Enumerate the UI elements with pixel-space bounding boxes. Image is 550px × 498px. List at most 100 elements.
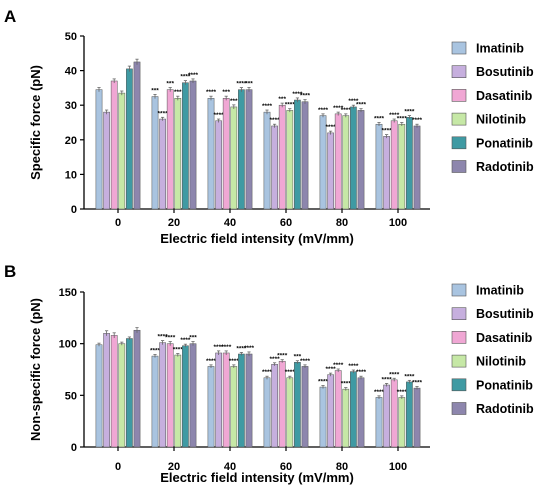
x-tick-label: 80	[336, 217, 348, 229]
bar-imatinib-100	[375, 123, 383, 210]
bar-radotinib-40	[245, 89, 253, 210]
bar-nilotinib-60	[286, 110, 294, 210]
legend-label-imatinib: Imatinib	[476, 284, 524, 298]
bar-radotinib-100	[413, 125, 421, 210]
panel-letter: B	[4, 262, 16, 281]
x-tick-label: 80	[336, 461, 348, 473]
legend-swatch-bosutinib	[451, 307, 467, 321]
significance-label: ****	[158, 110, 169, 117]
y-tick-label: 20	[65, 135, 77, 147]
y-tick-label: 40	[65, 66, 77, 78]
significance-label: ***	[245, 81, 253, 88]
legend-label-radotinib: Radotinib	[476, 402, 534, 416]
significance-label: ****	[389, 371, 400, 378]
significance-label: ****	[404, 373, 415, 380]
bar-dasatinib-100	[390, 120, 398, 210]
significance-label: ****	[404, 109, 415, 116]
bar-bosutinib-0	[103, 333, 110, 448]
significance-label: ****	[188, 72, 199, 79]
significance-label: ****	[285, 369, 296, 376]
legend-swatch-ponatinib	[451, 378, 467, 392]
bar-imatinib-60	[263, 377, 271, 448]
significance-label: ****	[382, 376, 393, 383]
bar-bosutinib-0	[103, 111, 110, 210]
significance-label: ****	[277, 353, 288, 360]
bar-radotinib-20	[189, 80, 197, 210]
bar-nilotinib-0	[118, 343, 126, 448]
significance-label: ***	[222, 89, 230, 96]
bar-dasatinib-80	[334, 113, 342, 210]
bar-imatinib-100	[375, 397, 383, 448]
legend-label-dasatinib: Dasatinib	[476, 89, 533, 103]
significance-label: ****	[244, 345, 255, 352]
significance-label: ****	[356, 102, 367, 109]
significance-label: ****	[158, 334, 169, 341]
panel-letter: A	[4, 7, 16, 26]
significance-label: ****	[236, 345, 247, 352]
legend-swatch-ponatinib	[451, 136, 467, 150]
bar-nilotinib-0	[118, 92, 126, 210]
bar-bosutinib-40	[215, 120, 222, 210]
bar-bosutinib-80	[327, 374, 334, 448]
legend-swatch-dasatinib	[451, 89, 467, 102]
significance-label: ****	[214, 112, 225, 119]
y-tick-label: 30	[65, 100, 77, 112]
significance-label: ****	[236, 81, 247, 88]
bar-nilotinib-20	[174, 98, 182, 210]
bar-ponatinib-40	[238, 353, 245, 448]
bar-nilotinib-40	[230, 106, 238, 210]
x-axis-title: Electric field intensity (mV/mm)	[160, 231, 354, 246]
bar-nilotinib-100	[398, 123, 406, 210]
significance-label: ****	[206, 358, 217, 365]
bar-bosutinib-40	[215, 352, 222, 448]
significance-label: ****	[150, 348, 161, 355]
bar-bosutinib-20	[159, 118, 166, 210]
significance-label: ****	[262, 103, 273, 110]
significance-label: ****	[333, 105, 344, 112]
bar-radotinib-0	[133, 329, 141, 448]
bar-radotinib-80	[357, 110, 365, 210]
x-tick-label: 100	[389, 461, 407, 473]
significance-label: ****	[318, 379, 329, 386]
significance-label: ****	[356, 369, 367, 376]
bar-bosutinib-80	[327, 132, 334, 210]
legend-label-radotinib: Radotinib	[476, 160, 534, 174]
bar-imatinib-20	[151, 355, 159, 448]
significance-label: ****	[374, 389, 385, 396]
bar-ponatinib-60	[294, 362, 301, 448]
legend-swatch-radotinib	[451, 160, 467, 173]
legend-label-nilotinib: Nilotinib	[476, 113, 526, 127]
bar-radotinib-0	[133, 61, 141, 210]
bar-radotinib-20	[189, 343, 197, 448]
bar-dasatinib-0	[110, 335, 118, 448]
significance-label: ****	[300, 93, 311, 100]
bar-nilotinib-80	[342, 388, 350, 448]
bar-bosutinib-100	[383, 136, 390, 210]
legend-label-ponatinib: Ponatinib	[476, 136, 533, 150]
significance-label: ****	[333, 362, 344, 369]
bar-imatinib-0	[95, 89, 103, 210]
significance-label: ****	[412, 117, 423, 124]
y-tick-label: 0	[71, 204, 77, 216]
significance-label: ****	[221, 344, 232, 351]
x-tick-label: 60	[280, 217, 292, 229]
significance-label: ****	[318, 107, 329, 114]
significance-label: ****	[348, 363, 359, 370]
significance-label: ****	[285, 102, 296, 109]
y-tick-label: 100	[59, 339, 77, 351]
bar-radotinib-100	[413, 387, 421, 448]
bar-ponatinib-80	[350, 371, 357, 448]
significance-label: ****	[180, 74, 191, 81]
legend-label-dasatinib: Dasatinib	[476, 331, 533, 345]
legend-swatch-dasatinib	[451, 331, 467, 344]
legend-label-bosutinib: Bosutinib	[476, 307, 534, 321]
y-tick-label: 10	[65, 169, 77, 181]
bar-bosutinib-20	[159, 342, 166, 448]
bar-radotinib-40	[245, 353, 253, 448]
bar-ponatinib-60	[294, 99, 301, 210]
legend-swatch-imatinib	[451, 283, 467, 297]
significance-label: ****	[173, 346, 184, 353]
